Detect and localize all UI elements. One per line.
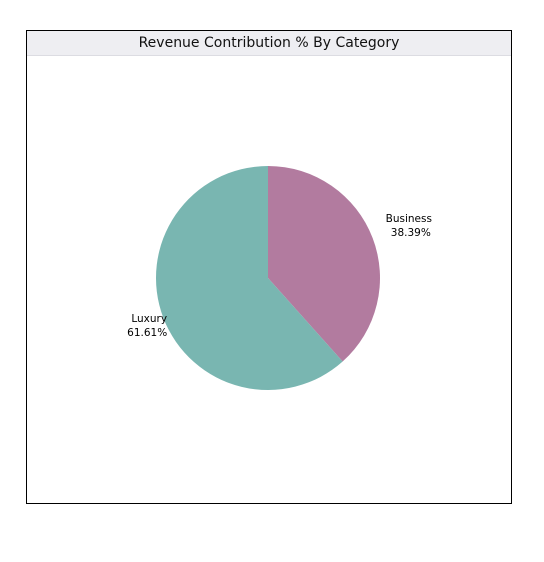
- pie-slice-luxury: [156, 166, 343, 390]
- slice-value-luxury: 61.61%: [127, 327, 167, 339]
- chart-title: Revenue Contribution % By Category: [27, 31, 511, 56]
- slice-value-business: 38.39%: [391, 227, 431, 239]
- pie-slice-business: [268, 166, 381, 362]
- chart-frame: Revenue Contribution % By Category: [26, 30, 512, 504]
- pie-slices: [156, 166, 381, 390]
- slice-label-luxury: Luxury: [131, 313, 167, 325]
- slice-label-business: Business: [386, 213, 432, 225]
- pie-labels: Business 38.39% Luxury 61.61%: [127, 213, 432, 339]
